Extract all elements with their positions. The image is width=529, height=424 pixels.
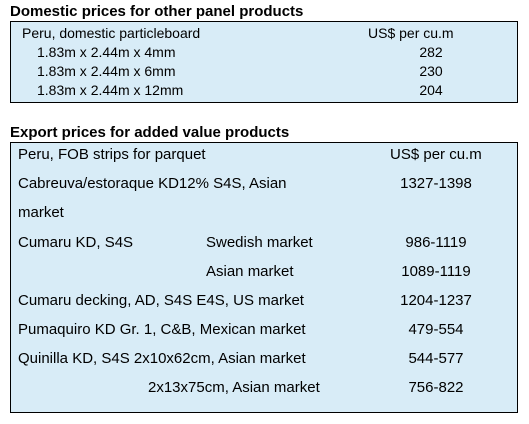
export-row-label-continued: market <box>18 204 64 221</box>
export-price-table: Peru, FOB strips for parquet US$ per cu.… <box>10 142 518 413</box>
export-row-market: Asian market <box>206 263 294 280</box>
export-row-value: 1327-1398 <box>400 175 472 192</box>
export-row-value: 756-822 <box>408 379 464 396</box>
domestic-section-title: Domestic prices for other panel products <box>10 3 304 20</box>
export-row-value: 1204-1237 <box>400 292 472 309</box>
domestic-row-value: 204 <box>419 82 443 98</box>
export-row-value: 986-1119 <box>405 234 467 251</box>
export-row-label: Quinilla KD, S4S 2x10x62cm, Asian market <box>18 350 306 367</box>
export-header-label: Peru, FOB strips for parquet <box>18 146 206 163</box>
export-row-value: 479-554 <box>408 321 464 338</box>
export-row-value: 1089-1119 <box>401 263 471 280</box>
domestic-row-label: 1.83m x 2.44m x 6mm <box>37 63 176 79</box>
domestic-price-table: Peru, domestic particleboard US$ per cu.… <box>10 21 518 103</box>
export-row-value: 544-577 <box>408 350 464 367</box>
export-section-title: Export prices for added value products <box>10 124 290 141</box>
domestic-header-label: Peru, domestic particleboard <box>22 25 201 41</box>
domestic-header-unit: US$ per cu.m <box>368 25 454 41</box>
domestic-row-label: 1.83m x 2.44m x 4mm <box>37 44 176 60</box>
export-row-label: Cumaru KD, S4S <box>18 234 134 251</box>
export-row-market: Swedish market <box>206 234 313 251</box>
export-row-label: Cabreuva/estoraque KD12% S4S, Asian <box>18 175 287 192</box>
export-row-label: Cumaru decking, AD, S4S E4S, US market <box>18 292 304 309</box>
domestic-row-value: 230 <box>419 63 443 79</box>
export-row-label: 2x13x75cm, Asian market <box>148 379 320 396</box>
domestic-row-label: 1.83m x 2.44m x 12mm <box>37 82 184 98</box>
export-row-label: Pumaquiro KD Gr. 1, C&B, Mexican market <box>18 321 306 338</box>
export-header-unit: US$ per cu.m <box>390 146 482 163</box>
domestic-row-value: 282 <box>419 44 443 60</box>
